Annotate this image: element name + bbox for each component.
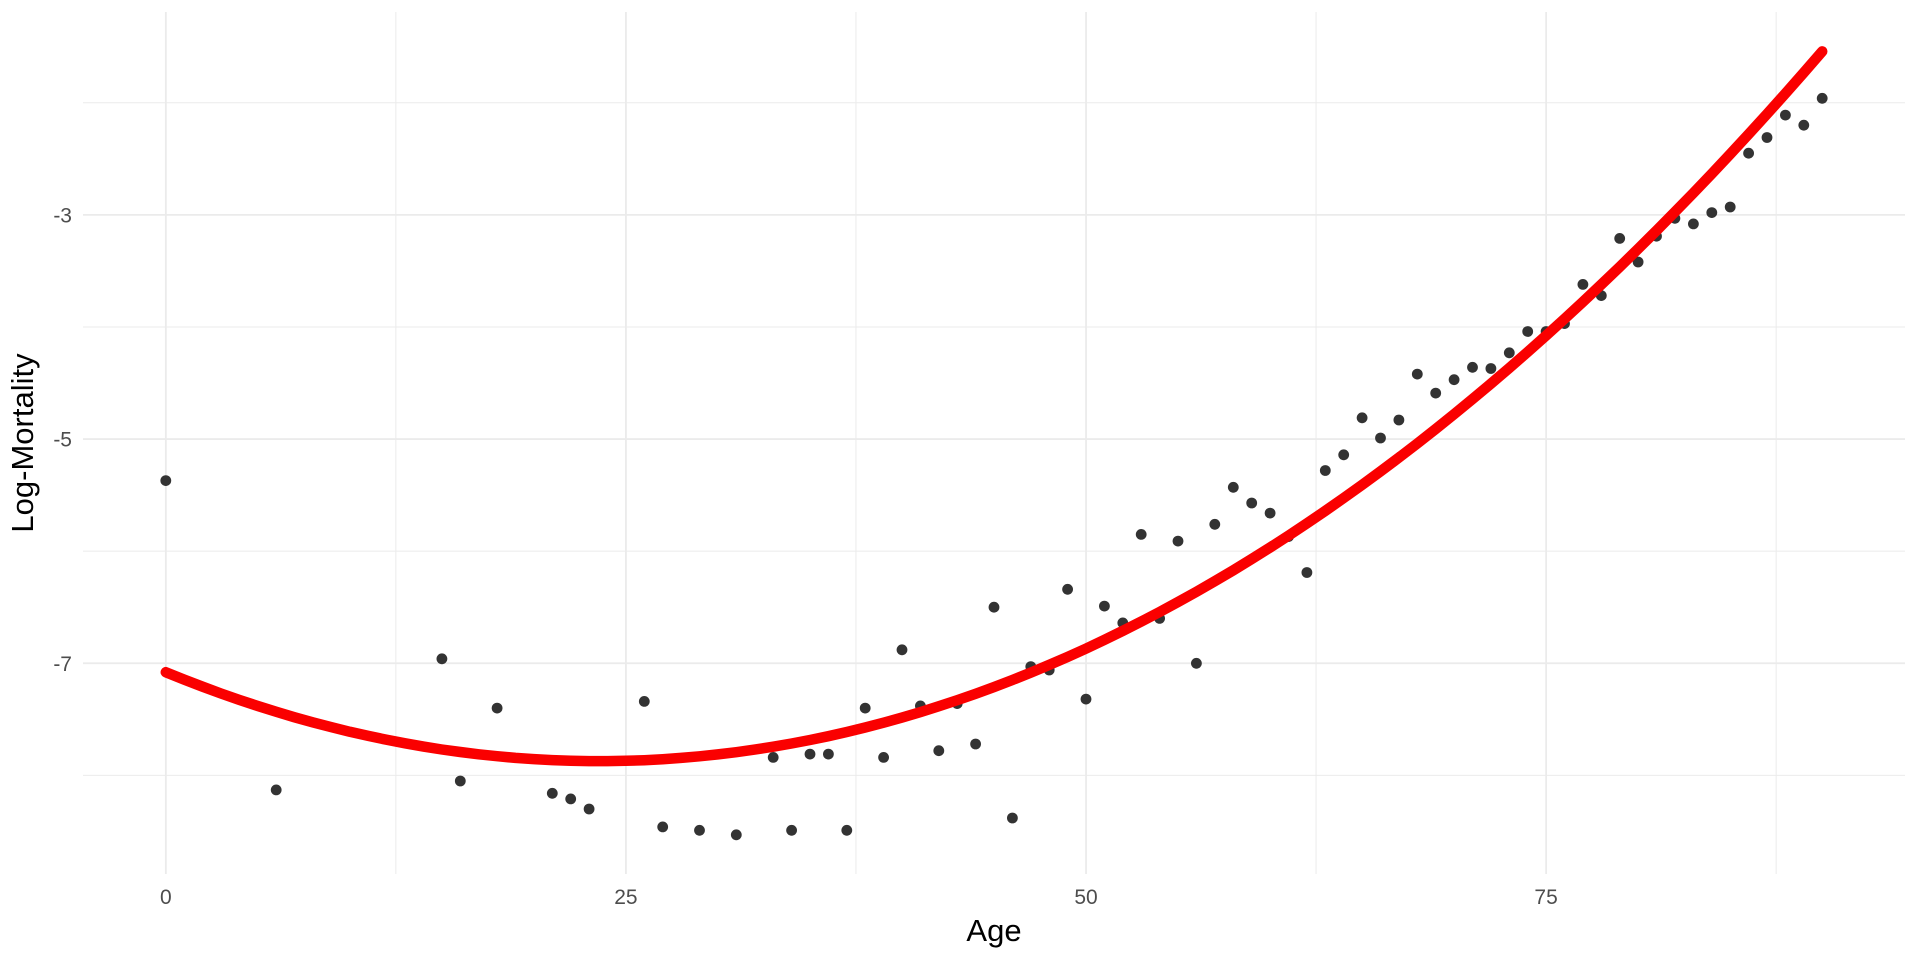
data-point (1338, 449, 1350, 461)
data-point (160, 475, 172, 486)
y-tick-label: -3 (53, 204, 72, 227)
data-point (565, 793, 577, 805)
data-point (1080, 693, 1092, 705)
data-point (1172, 535, 1184, 547)
data-point (1246, 497, 1258, 509)
data-point (1264, 507, 1276, 519)
data-point (1209, 518, 1221, 530)
data-point (1780, 109, 1791, 121)
smooth-fit-curve (160, 46, 1828, 767)
data-point (454, 775, 466, 787)
x-tick-label: 25 (614, 886, 637, 909)
data-point (1062, 583, 1073, 595)
data-point (1227, 481, 1239, 493)
data-point (1099, 600, 1110, 612)
data-point (1614, 233, 1626, 244)
data-point (1798, 119, 1810, 131)
y-tick-label: -5 (53, 429, 72, 452)
x-tick-label: 0 (160, 886, 172, 909)
data-point (786, 824, 797, 836)
y-tick-label: -7 (53, 653, 72, 676)
data-point (1375, 432, 1386, 444)
data-point (823, 748, 834, 760)
data-point (491, 702, 503, 714)
data-point (1430, 387, 1442, 399)
data-point (841, 824, 853, 836)
data-point (1356, 412, 1368, 424)
data-point (933, 745, 945, 757)
x-tick-label: 50 (1074, 886, 1097, 909)
data-point (767, 752, 779, 763)
data-point (1577, 279, 1589, 290)
data-point (1522, 326, 1534, 337)
data-point (1688, 218, 1699, 230)
data-point (1816, 92, 1828, 104)
data-point (1724, 201, 1736, 213)
data-point (1467, 361, 1478, 373)
data-point (1706, 207, 1718, 219)
y-axis-title: Log-Mortality (5, 353, 40, 533)
data-point (638, 696, 650, 707)
data-point (1485, 363, 1497, 374)
data-point (1319, 465, 1331, 476)
data-point (970, 738, 981, 750)
x-tick-label: 75 (1534, 886, 1557, 909)
data-point (859, 702, 871, 714)
data-point (1393, 414, 1405, 426)
data-point (546, 787, 558, 799)
data-point (1411, 368, 1423, 380)
x-axis-tick-labels: 0 25 50 75 (160, 886, 1558, 909)
data-point (896, 644, 908, 656)
data-point (1301, 567, 1313, 578)
data-point (657, 821, 669, 833)
data-point (730, 829, 742, 841)
data-point (1007, 812, 1018, 824)
scatter-points (160, 92, 1828, 841)
data-point (1191, 657, 1202, 669)
minor-gridlines (83, 12, 1905, 874)
data-point (804, 748, 816, 760)
data-point (1761, 132, 1773, 143)
data-point (988, 601, 1000, 613)
data-point (878, 752, 889, 763)
data-point (1503, 347, 1515, 359)
x-axis-title: Age (966, 913, 1021, 948)
y-axis-tick-labels: -3 -5 -7 (53, 204, 72, 675)
data-point (1135, 529, 1147, 540)
data-point (694, 824, 705, 836)
major-gridlines (83, 12, 1905, 874)
data-point (1632, 256, 1644, 268)
data-point (270, 784, 282, 796)
data-point (583, 803, 595, 815)
data-point (1743, 147, 1754, 159)
data-point (436, 653, 448, 665)
data-point (1448, 374, 1460, 386)
